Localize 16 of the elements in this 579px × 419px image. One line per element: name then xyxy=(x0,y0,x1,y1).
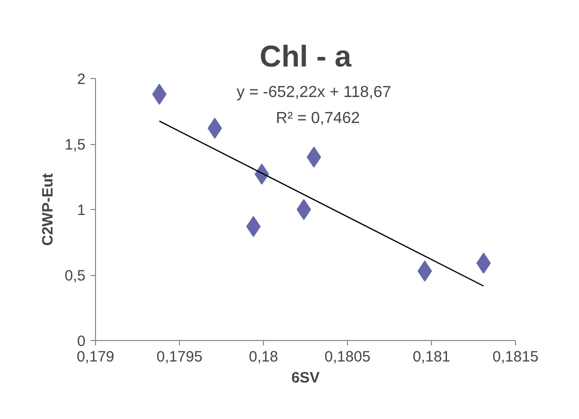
chart-title: Chl - a xyxy=(260,40,352,74)
annotation: R² = 0,7462 xyxy=(276,110,360,127)
x-tick-label: 0,1805 xyxy=(324,348,370,366)
y-tick-label: 2 xyxy=(77,71,86,88)
x-tick-label: 0,179 xyxy=(76,348,114,366)
x-axis-title: 6SV xyxy=(291,370,320,386)
x-tick-label: 0,181 xyxy=(412,348,450,366)
y-tick-label: 1 xyxy=(77,202,86,219)
y-tick-label: 1,5 xyxy=(64,136,86,154)
y-tick-label: 0 xyxy=(77,333,86,350)
y-tick-label: 0,5 xyxy=(64,268,86,284)
annotation: y = -652,22x + 118,67 xyxy=(236,84,392,101)
x-tick-label: 0,18 xyxy=(248,348,278,366)
x-tick-label: 0,1795 xyxy=(156,348,202,366)
y-axis-title: C2WP-Eut xyxy=(40,173,57,246)
x-tick-label: 0,1815 xyxy=(492,348,538,366)
